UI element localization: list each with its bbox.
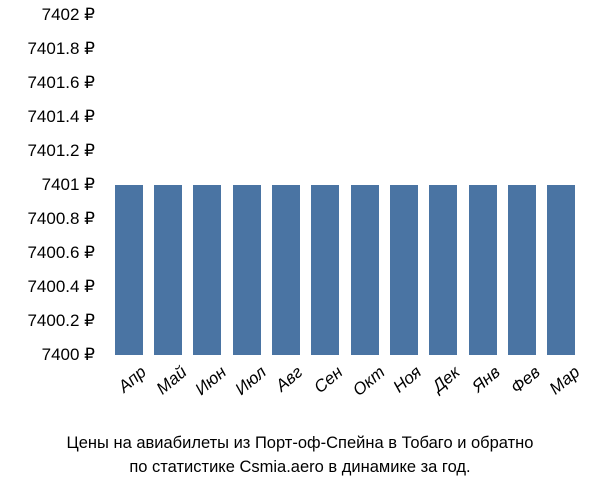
x-tick-label: Июл xyxy=(231,362,270,399)
caption-line-1: Цены на авиабилеты из Порт-оф-Спейна в Т… xyxy=(67,434,534,452)
chart-caption: Цены на авиабилеты из Порт-оф-Спейна в Т… xyxy=(0,432,600,480)
bar xyxy=(547,185,575,355)
x-tick: Окт xyxy=(351,360,379,420)
y-axis: 7402 ₽7401.8 ₽7401.6 ₽7401.4 ₽7401.2 ₽74… xyxy=(0,15,105,355)
bar xyxy=(193,185,221,355)
x-tick-label: Дек xyxy=(429,362,464,396)
x-tick-label: Сен xyxy=(311,362,348,397)
bar xyxy=(469,185,497,355)
x-tick: Янв xyxy=(469,360,497,420)
x-tick-label: Июн xyxy=(192,362,231,399)
x-tick: Июн xyxy=(193,360,221,420)
x-tick-label: Янв xyxy=(468,362,504,396)
x-tick-label: Окт xyxy=(349,362,389,400)
bar xyxy=(351,185,379,355)
y-tick-label: 7400.6 ₽ xyxy=(27,243,95,263)
x-tick: Июл xyxy=(233,360,261,420)
x-tick: Фев xyxy=(508,360,536,420)
y-tick-label: 7401.4 ₽ xyxy=(27,107,95,127)
bar xyxy=(233,185,261,355)
x-tick: Сен xyxy=(311,360,339,420)
x-tick-label: Мар xyxy=(546,362,584,399)
y-tick-label: 7401.2 ₽ xyxy=(27,141,95,161)
x-tick: Май xyxy=(154,360,182,420)
y-tick-label: 7400.8 ₽ xyxy=(27,209,95,229)
y-tick-label: 7400.2 ₽ xyxy=(27,311,95,331)
x-tick: Мар xyxy=(547,360,575,420)
y-tick-label: 7401 ₽ xyxy=(42,175,95,195)
x-tick-label: Ноя xyxy=(389,362,425,397)
y-tick-label: 7402 ₽ xyxy=(42,5,95,25)
x-tick: Дек xyxy=(429,360,457,420)
x-tick-label: Май xyxy=(153,362,191,399)
price-chart: 7402 ₽7401.8 ₽7401.6 ₽7401.4 ₽7401.2 ₽74… xyxy=(0,15,600,500)
x-tick-label: Апр xyxy=(114,362,150,397)
x-tick: Апр xyxy=(115,360,143,420)
x-axis: АпрМайИюнИюлАвгСенОктНояДекЯнвФевМар xyxy=(105,360,585,420)
bars-group xyxy=(105,15,585,355)
x-tick-label: Авг xyxy=(272,362,307,396)
caption-line-2: по статистике Csmia.aero в динамике за г… xyxy=(129,458,470,476)
y-tick-label: 7401.8 ₽ xyxy=(27,39,95,59)
x-tick-label: Фев xyxy=(507,362,544,398)
bar xyxy=(390,185,418,355)
bar xyxy=(311,185,339,355)
x-tick: Ноя xyxy=(390,360,418,420)
x-tick: Авг xyxy=(272,360,300,420)
bar xyxy=(429,185,457,355)
bar xyxy=(508,185,536,355)
y-tick-label: 7400 ₽ xyxy=(42,345,95,365)
y-tick-label: 7401.6 ₽ xyxy=(27,73,95,93)
y-tick-label: 7400.4 ₽ xyxy=(27,277,95,297)
bar xyxy=(154,185,182,355)
bar xyxy=(272,185,300,355)
bar xyxy=(115,185,143,355)
plot-area xyxy=(105,15,585,355)
